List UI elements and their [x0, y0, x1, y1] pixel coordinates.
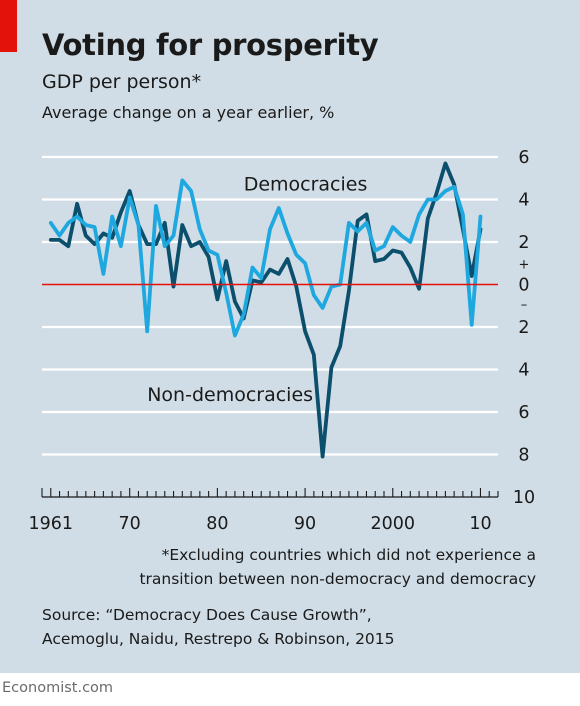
chart-title: Voting for prosperity [42, 28, 379, 62]
y-tick-label: 6 [518, 148, 529, 168]
x-tick-label: 80 [206, 514, 228, 534]
source-line-2: Acemoglu, Naidu, Restrepo & Robinson, 20… [42, 630, 395, 648]
chart-units: Average change on a year earlier, % [42, 103, 335, 122]
y-sign-minus: – [521, 298, 528, 313]
x-tick-label: 90 [294, 514, 316, 534]
y-sign-plus: + [519, 258, 530, 273]
series-label: Non-democracies [147, 384, 313, 406]
x-tick-label: 70 [119, 514, 141, 534]
x-tick-label: 2000 [370, 514, 415, 534]
footnote-line-2: transition between non-democracy and dem… [139, 570, 536, 588]
series-line-non-democracies [48, 161, 483, 459]
y-tick-label: 6 [518, 403, 529, 423]
brand-credit: Economist.com [2, 680, 114, 696]
x-tick-label: 10 [469, 514, 491, 534]
y-tick-label: 10 [513, 488, 535, 508]
chart-subtitle: GDP per person* [42, 71, 202, 93]
footnote-line-1: *Excluding countries which did not exper… [161, 546, 536, 564]
y-tick-label: 4 [518, 361, 529, 381]
series-label: Democracies [244, 174, 368, 196]
y-tick-label: 4 [518, 191, 529, 211]
y-tick-label: 0 [518, 276, 529, 296]
y-tick-label: 8 [518, 446, 529, 466]
brand-accent-tab [0, 0, 17, 52]
chart-panel [0, 0, 580, 673]
series-line-democracies [48, 178, 483, 338]
x-tick-label: 1961 [28, 514, 73, 534]
line-chart: 6 4 2 0 2 4 6 8 10 + – 1961 70 80 90 2000 10 Democracies N… [28, 148, 535, 534]
source-line-1: Source: “Democracy Does Cause Growth”, [42, 606, 372, 624]
y-tick-label: 2 [518, 318, 529, 338]
y-tick-label: 2 [518, 233, 529, 253]
